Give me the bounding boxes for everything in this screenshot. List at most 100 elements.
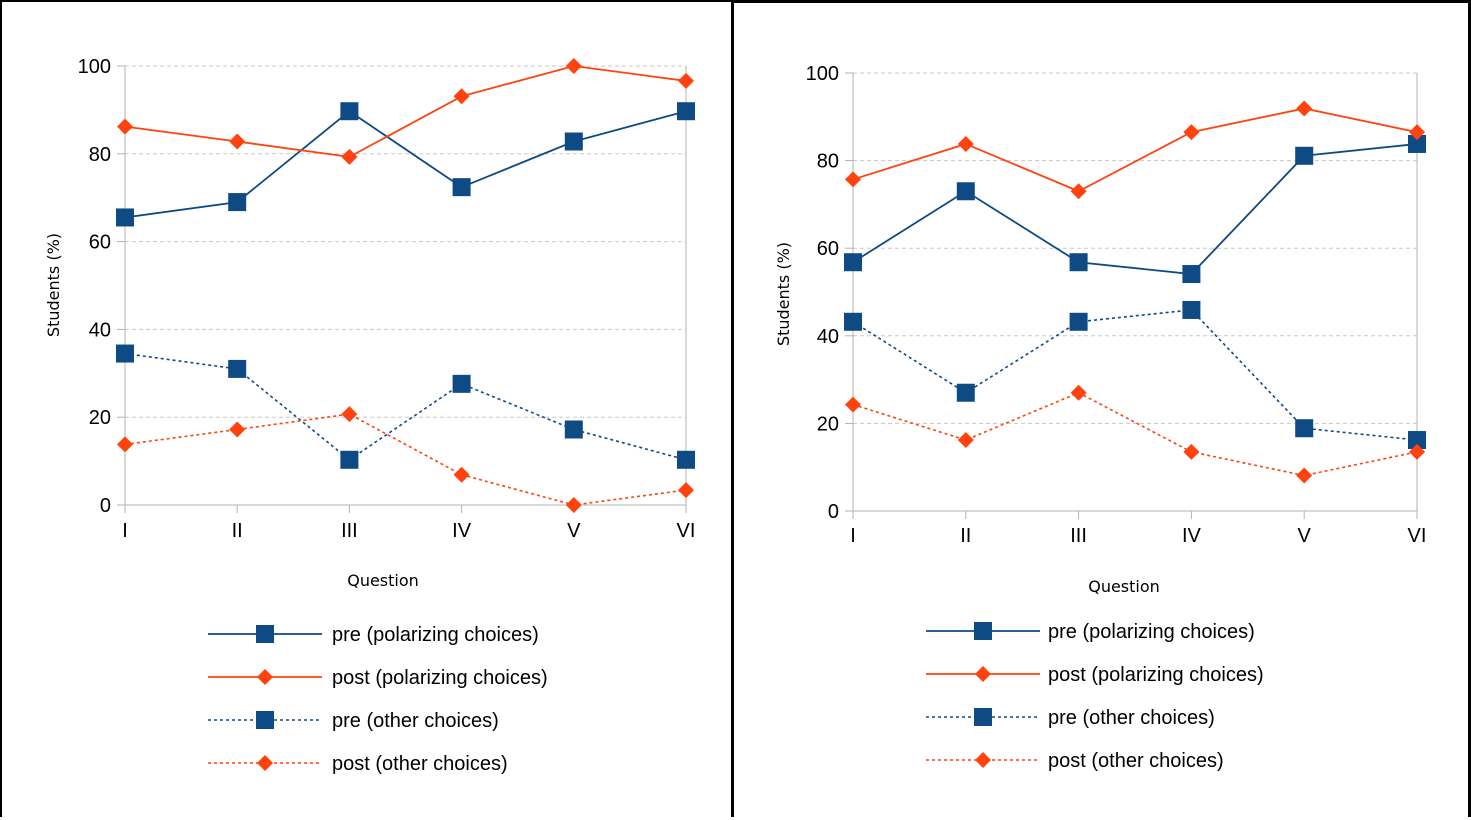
series-line: [852, 107, 1418, 193]
legend-label: post (polarizing choices): [1048, 664, 1264, 686]
data-point: [1408, 134, 1426, 153]
y-tick-label: 100: [78, 56, 111, 78]
data-point: [117, 118, 133, 135]
x-tick-label: III: [341, 520, 358, 542]
data-point: [957, 432, 974, 449]
data-point: [1295, 146, 1314, 165]
data-point: [844, 312, 862, 331]
data-point: [1296, 467, 1313, 484]
legend-label: pre (polarizing choices): [332, 624, 539, 646]
x-tick-label: II: [960, 525, 971, 547]
data-point: [453, 88, 470, 105]
legend-label: pre (other choices): [332, 710, 499, 732]
y-axis-title: Students (%): [44, 233, 63, 337]
legend-entry: pre (other choices): [926, 707, 1215, 729]
legend-marker: [974, 622, 992, 640]
data-point: [117, 436, 133, 453]
x-tick-label: II: [232, 520, 243, 542]
x-tick-label: VI: [677, 520, 696, 542]
x-tick-label: V: [567, 520, 581, 542]
data-point: [1296, 100, 1313, 117]
data-point: [229, 421, 246, 438]
data-point: [677, 102, 695, 121]
legend-label: post (other choices): [332, 753, 508, 775]
data-point: [229, 133, 246, 150]
y-tick-label: 40: [89, 319, 111, 341]
series-line: [852, 309, 1418, 441]
legend-marker: [974, 708, 992, 726]
legend-label: post (other choices): [1048, 750, 1224, 772]
legend-marker: [257, 755, 273, 771]
series-line: [124, 110, 687, 219]
legend-entry: post (other choices): [926, 750, 1224, 772]
x-tick-label: III: [1070, 525, 1087, 547]
series-3: [117, 406, 694, 513]
chart-panel-right: 0 20 40 60 80 100 I II III IV V VI Students (%) Quest…: [731, 0, 1471, 817]
legend-marker: [256, 711, 274, 729]
legend-entry: post (polarizing choices): [208, 667, 548, 689]
legend-entry: pre (polarizing choices): [208, 624, 539, 646]
x-axis-title: Question: [347, 571, 419, 590]
legend-marker: [257, 669, 273, 685]
data-point: [1069, 312, 1088, 331]
data-point: [1408, 431, 1426, 450]
series-0: [844, 134, 1426, 284]
series-0: [116, 102, 695, 227]
data-point: [116, 208, 134, 227]
data-point: [564, 132, 583, 151]
series-line: [124, 65, 687, 158]
series-line: [124, 413, 687, 506]
legend-label: pre (other choices): [1048, 707, 1215, 729]
data-point: [1069, 253, 1088, 272]
data-point: [845, 171, 861, 188]
y-axis-title: Students (%): [774, 242, 793, 346]
y-tick-label: 80: [817, 151, 839, 173]
data-point: [564, 420, 583, 439]
chart-panel-left: 0 20 40 60 80 100 I II III IV V VI Students (%) Quest…: [0, 0, 733, 817]
series-3: [845, 384, 1425, 484]
legend-label: pre (polarizing choices): [1048, 621, 1255, 643]
data-point: [452, 178, 471, 197]
x-tick-label: IV: [1182, 525, 1202, 547]
data-point: [340, 102, 359, 121]
data-point: [341, 148, 358, 165]
x-tick-label: VI: [1408, 525, 1427, 547]
y-tick-label: 60: [817, 238, 839, 260]
y-tick-label: 0: [100, 495, 111, 517]
series-line: [852, 391, 1418, 477]
data-point: [677, 450, 695, 469]
series-line: [124, 352, 687, 461]
y-tick-label: 60: [89, 232, 111, 254]
data-point: [1183, 124, 1200, 141]
data-point: [565, 58, 582, 74]
legend-marker: [975, 666, 991, 682]
data-point: [844, 253, 862, 272]
data-point: [452, 374, 471, 393]
data-point: [1409, 443, 1425, 460]
y-tick-label: 20: [89, 407, 111, 429]
data-point: [1295, 419, 1314, 438]
legend-entry: post (other choices): [208, 753, 508, 775]
data-point: [341, 406, 358, 423]
data-point: [1182, 265, 1201, 284]
x-tick-label: IV: [452, 520, 472, 542]
series-1: [845, 100, 1425, 200]
series-2: [844, 300, 1426, 450]
legend-marker: [975, 752, 991, 768]
series-line: [852, 143, 1418, 275]
x-tick-label: I: [122, 520, 128, 542]
data-point: [340, 450, 359, 469]
data-point: [1409, 124, 1425, 141]
y-tick-label: 80: [89, 144, 111, 166]
data-point: [678, 72, 694, 89]
y-tick-label: 100: [806, 63, 839, 85]
data-point: [957, 135, 974, 152]
data-point: [228, 193, 247, 212]
data-point: [565, 497, 582, 513]
data-point: [228, 359, 247, 378]
data-point: [1182, 300, 1201, 319]
legend-label: post (polarizing choices): [332, 667, 548, 689]
data-point: [1070, 183, 1087, 200]
